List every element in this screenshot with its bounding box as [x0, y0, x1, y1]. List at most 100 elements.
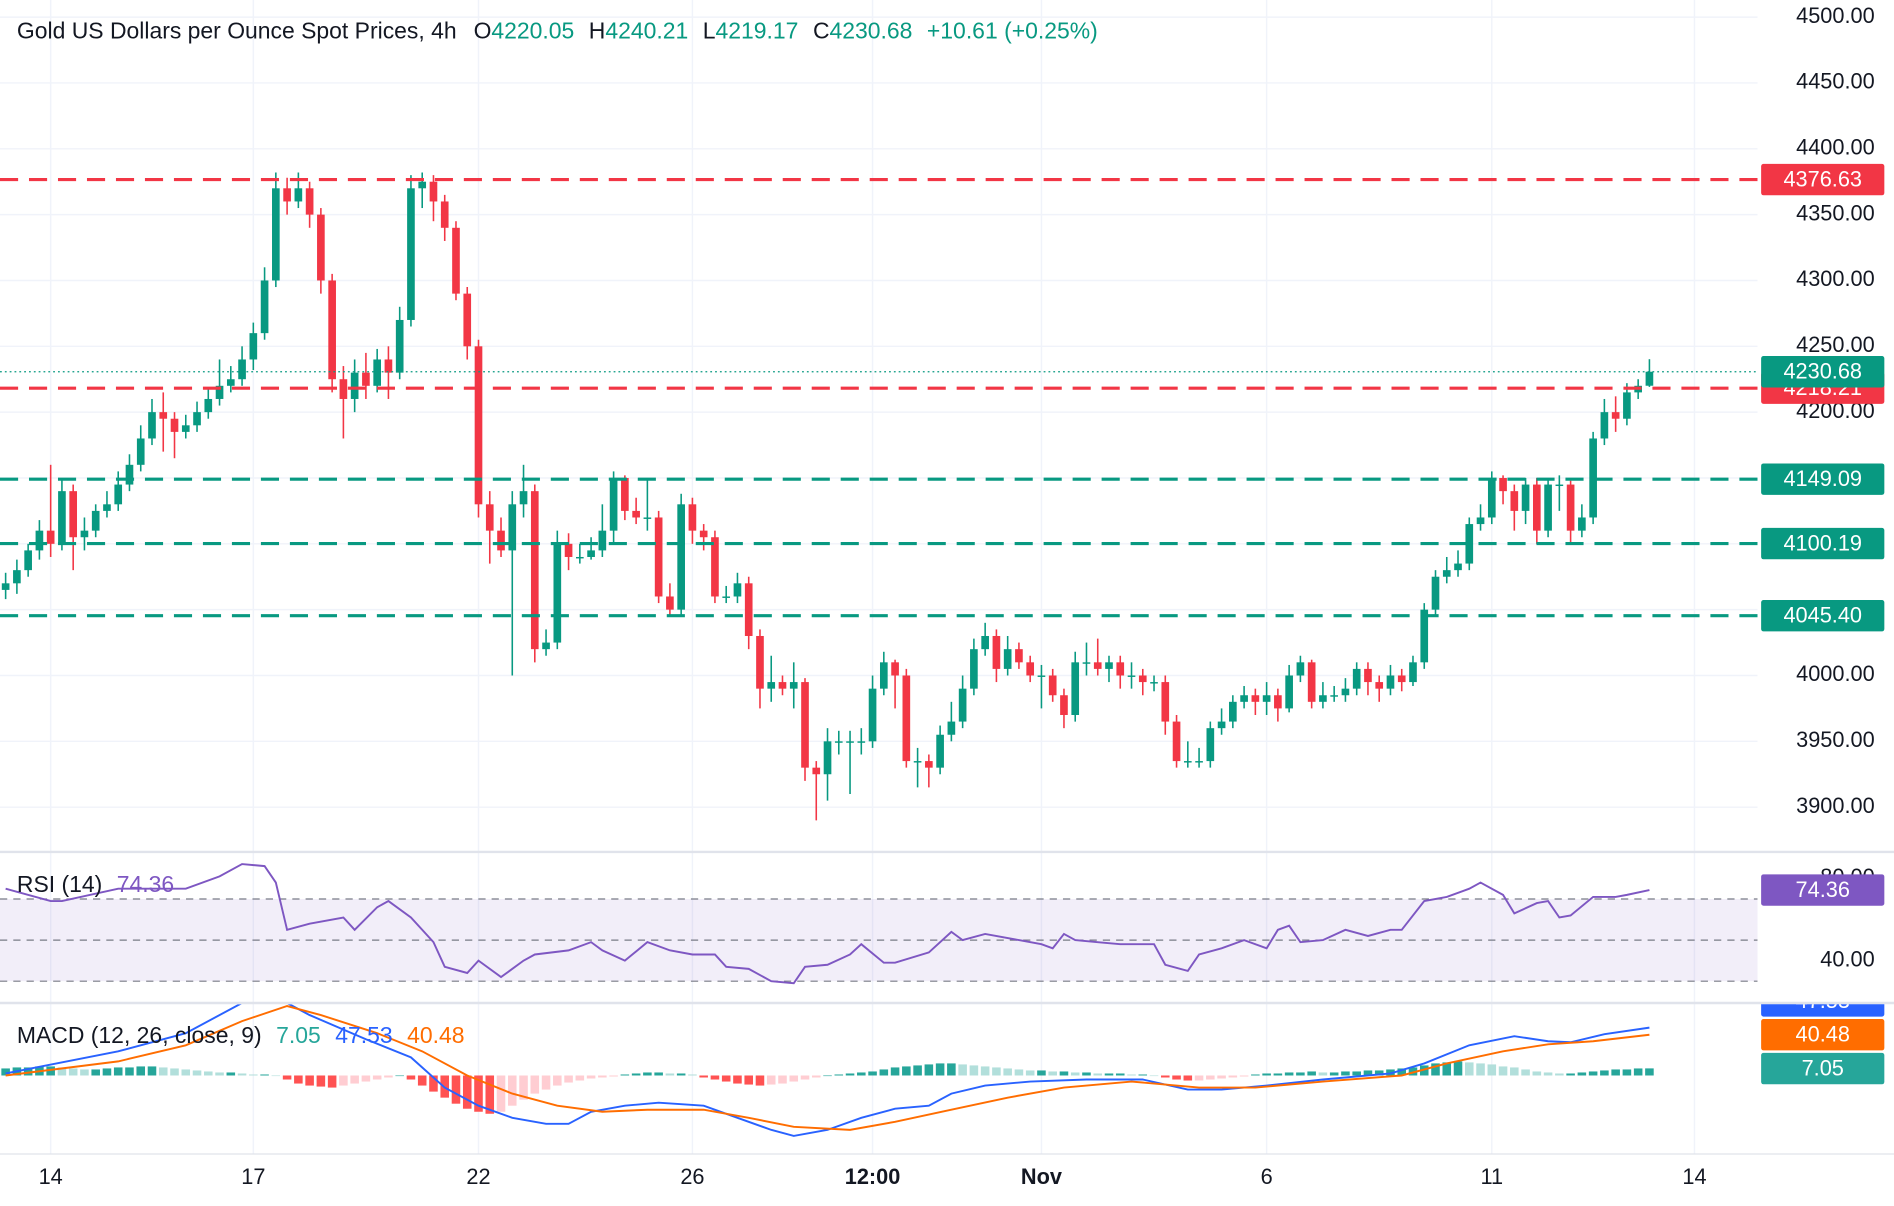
candle-body: [204, 398, 213, 413]
macd-histogram-bar: [462, 1075, 472, 1109]
macd-histogram-bar: [1262, 1073, 1271, 1076]
candle-body: [1386, 675, 1395, 689]
candle-body: [1589, 438, 1597, 518]
candle-body: [1229, 701, 1237, 722]
candle-body: [688, 504, 697, 531]
rsi-label: 74.36: [1796, 877, 1850, 902]
macd-histogram-bar: [417, 1075, 427, 1086]
candle-body: [733, 583, 742, 597]
candle-body: [1578, 517, 1586, 531]
macd-histogram-bar: [1070, 1072, 1080, 1076]
candle-body: [711, 537, 719, 597]
macd-histogram-bar: [1510, 1067, 1519, 1076]
macd-histogram-bar: [1104, 1073, 1114, 1076]
candle-body: [407, 188, 415, 320]
macd-histogram-bar: [845, 1073, 855, 1076]
macd-histogram-bar: [1048, 1071, 1057, 1076]
macd-histogram-bar: [451, 1075, 461, 1104]
candle-body: [1296, 662, 1305, 676]
candle-body: [1307, 662, 1316, 702]
x-tick-label: 14: [1682, 1164, 1706, 1189]
level-label: 4045.40: [1783, 603, 1862, 628]
macd-histogram-bar: [395, 1075, 404, 1077]
level-label-box: [1761, 527, 1885, 560]
candle-body: [193, 412, 201, 426]
macd-histogram-bar: [429, 1075, 438, 1092]
candle-body: [238, 359, 246, 380]
macd-histogram-bar: [204, 1071, 213, 1076]
candle-body: [1510, 491, 1519, 511]
candle-body: [1465, 524, 1474, 564]
candle-body: [576, 556, 584, 559]
level-label-box: [1761, 163, 1885, 196]
macd-histogram-bar: [1498, 1066, 1508, 1076]
macd-histogram-bar: [1, 1068, 10, 1076]
candle-body: [452, 227, 460, 294]
candle-body: [260, 280, 269, 334]
macd-histogram-bar: [136, 1066, 146, 1076]
candle-body: [80, 530, 89, 538]
y-tick-label: 4400.00: [1796, 135, 1875, 160]
candle-body: [564, 543, 573, 557]
y-tick-label: 4450.00: [1796, 69, 1875, 94]
macd-histogram-bar: [564, 1075, 573, 1083]
macd-histogram-bar: [1273, 1073, 1283, 1076]
candle-body: [1645, 371, 1654, 386]
candle-body: [13, 570, 21, 584]
candle-body: [823, 741, 832, 775]
macd-histogram-bar: [158, 1067, 168, 1076]
candle-body: [1195, 761, 1203, 763]
candle-body: [958, 688, 967, 722]
candle-body: [1274, 695, 1282, 709]
macd-histogram-bar: [80, 1069, 89, 1076]
macd-histogram-bar: [305, 1075, 314, 1086]
x-tick-label: 11: [1481, 1164, 1504, 1189]
candle-body: [1071, 662, 1080, 715]
candle-body: [1420, 609, 1429, 663]
macd-histogram-bar: [474, 1075, 483, 1112]
candle-body: [1533, 484, 1541, 531]
candle-body: [249, 333, 258, 360]
macd-histogram-bar: [57, 1067, 67, 1076]
macd-histogram-bar: [811, 1075, 821, 1078]
candle-body: [350, 372, 359, 399]
macd-histogram-bar: [1408, 1067, 1418, 1076]
macd-axis-labels: 47.53 40.48 7.05: [1761, 1004, 1885, 1085]
candle-body: [992, 635, 1001, 669]
candle-body: [294, 188, 303, 202]
macd-histogram-bar: [1622, 1069, 1632, 1076]
macd-histogram-bar: [294, 1075, 303, 1084]
candle-body: [1285, 675, 1293, 709]
y-tick-label: 4250.00: [1796, 332, 1875, 357]
current-price-label-box: [1761, 356, 1885, 388]
candle-body: [519, 491, 528, 505]
candle-body: [1364, 668, 1372, 683]
macd-histogram-bar: [710, 1075, 720, 1080]
candle-body: [1352, 668, 1361, 689]
macd-histogram-bar: [575, 1075, 585, 1081]
candle-body: [1003, 649, 1012, 669]
candle-body: [215, 385, 224, 399]
macd-histogram-bar: [170, 1068, 179, 1076]
candle-body: [1093, 662, 1102, 669]
candle-body: [1150, 682, 1158, 684]
candle-body: [58, 491, 66, 544]
candle-body: [1566, 484, 1575, 531]
candle-body: [1442, 570, 1451, 577]
candle-body: [159, 412, 168, 419]
histogram-label-box: [1761, 1052, 1885, 1085]
candle-body: [463, 293, 472, 347]
macd-legend: MACD (12, 26, close, 9) 7.05 47.53 40.48: [17, 1022, 465, 1048]
level-label: 4149.09: [1783, 466, 1862, 491]
macd-title: MACD (12, 26, close, 9): [17, 1022, 262, 1048]
candle-body: [1397, 675, 1406, 683]
macd-histogram-bar: [947, 1063, 956, 1076]
legend-value: 4240.21: [605, 18, 688, 44]
candle-body: [812, 767, 821, 775]
macd-histogram-bar: [46, 1066, 55, 1076]
macd-histogram-bar: [113, 1067, 123, 1076]
rsi-pane: [0, 863, 1758, 985]
chart-legend: Gold US Dollars per Ounce Spot Prices, 4…: [17, 18, 1098, 44]
candle-body: [587, 550, 595, 557]
candle-body: [395, 319, 404, 373]
